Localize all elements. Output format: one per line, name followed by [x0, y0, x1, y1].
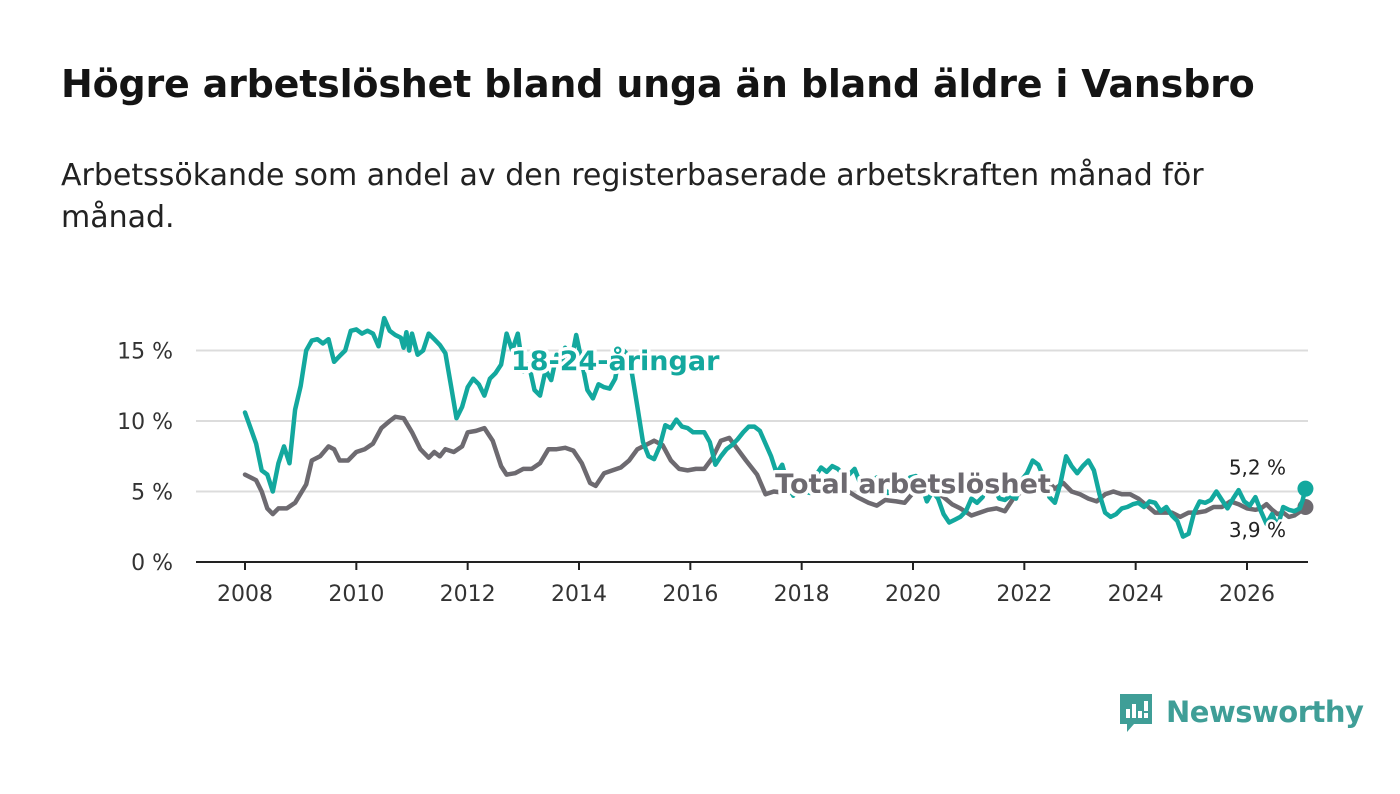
x-tick-label-2012: 2012 — [440, 582, 496, 607]
series-lines — [242, 315, 1314, 539]
x-tick-label-2016: 2016 — [662, 582, 718, 607]
series-line-18-24-ringar — [242, 315, 1308, 539]
newsworthy-logo-text: Newsworthy — [1166, 695, 1364, 729]
x-tick-label-2018: 2018 — [774, 582, 830, 607]
end-point-18-24-ringar — [1297, 480, 1314, 497]
x-tick-label-2010: 2010 — [328, 582, 384, 607]
series-label-18-24-ringar: 18-24-åringar — [511, 345, 720, 377]
end-label-18-24-aringar: 5,2 % — [1229, 456, 1286, 480]
x-tick-label-2014: 2014 — [551, 582, 607, 607]
chart-subtitle: Arbetssökande som andel av den registerb… — [61, 158, 1204, 235]
x-tick-label-2008: 2008 — [217, 582, 273, 607]
end-label-total-arbetsloshet: 3,9 % — [1229, 518, 1286, 542]
chart-title: Högre arbetslöshet bland unga än bland ä… — [61, 62, 1255, 106]
grid-lines — [196, 349, 1308, 493]
x-tick-label-2022: 2022 — [996, 582, 1052, 607]
series-label-total-arbetsl-shet: Total arbetslöshet — [775, 469, 1051, 500]
y-tick-label-10: 10 % — [117, 410, 173, 435]
series-labels: 18-24-åringar Total arbetslöshet 5,2 % 3,9 … — [507, 342, 1288, 545]
y-tick-label-5: 5 % — [131, 481, 173, 506]
newsworthy-logo-icon — [1118, 692, 1154, 732]
x-tick-label-2024: 2024 — [1108, 582, 1164, 607]
x-axis-ticks: 2008 2010 2012 2014 2016 2018 2020 2022 2024 2026 — [217, 562, 1275, 607]
x-tick-label-2026: 2026 — [1219, 582, 1275, 607]
newsworthy-logo: Newsworthy — [1118, 690, 1364, 734]
y-axis-ticks: 0 % 5 % 10 % 15 % — [117, 340, 173, 577]
x-tick-label-2020: 2020 — [885, 582, 941, 607]
series-line-total-arbetsl-shet — [242, 414, 1308, 520]
y-tick-label-15: 15 % — [117, 340, 173, 365]
y-tick-label-0: 0 % — [131, 551, 173, 576]
